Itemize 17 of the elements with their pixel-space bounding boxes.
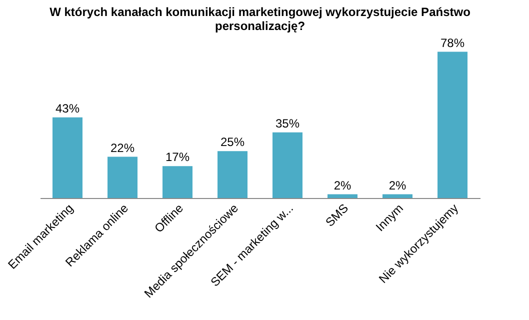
bar — [108, 156, 138, 198]
data-label: 25% — [220, 135, 245, 150]
bar — [438, 52, 468, 198]
data-label: 43% — [55, 101, 80, 116]
data-label: 2% — [334, 178, 352, 192]
data-label: 78% — [440, 36, 465, 50]
bar — [382, 194, 412, 198]
bar — [218, 151, 248, 198]
bar — [272, 132, 302, 198]
data-label: 2% — [388, 178, 406, 192]
data-label: 17% — [165, 150, 190, 164]
chart-title: W których kanałach komunikacji marketingowej wykorzystujecie Państwo personalizację? — [50, 4, 470, 33]
bar — [162, 166, 192, 198]
bar — [328, 194, 358, 198]
data-label: 22% — [110, 140, 135, 155]
data-label: 35% — [275, 116, 300, 130]
bar — [52, 117, 82, 198]
